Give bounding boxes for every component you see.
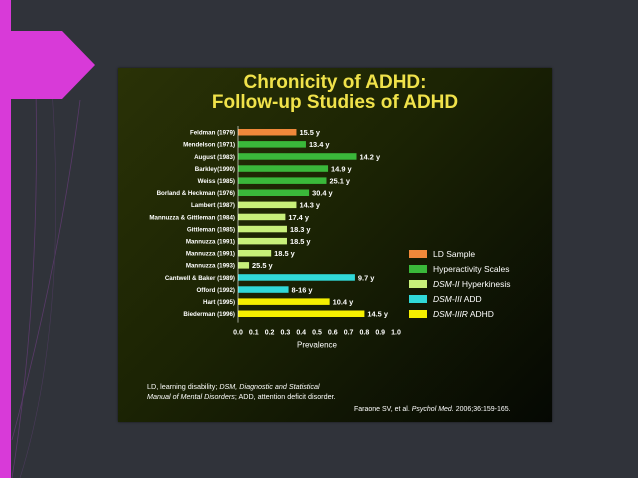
category-label: Gittleman (1985): [187, 226, 235, 233]
slide-title-line2: Follow-up Studies of ADHD: [211, 92, 459, 113]
data-label: 14.2 y: [360, 152, 381, 161]
category-label: Mannuzza (1991): [186, 238, 235, 245]
footnote: LD, learning disability; DSM, Diagnostic…: [147, 382, 336, 401]
data-label: 14.9 y: [331, 164, 352, 173]
slide: Chronicity of ADHD: Follow-up Studies of…: [118, 68, 552, 422]
x-tick-label: 0.0: [233, 330, 243, 337]
x-axis-label: Prevalence: [297, 341, 338, 350]
data-label: 18.3 y: [290, 225, 311, 234]
bar: [238, 177, 327, 184]
accent-bar: [0, 0, 11, 478]
bar: [238, 310, 365, 317]
data-label: 25.1 y: [329, 176, 350, 185]
category-label: Mannuzza (1993): [186, 263, 235, 270]
x-tick-label: 0.7: [344, 330, 354, 337]
bar: [238, 286, 289, 293]
legend-item: Hyperactivity Scales: [409, 262, 549, 276]
legend-label: Hyperactivity Scales: [433, 264, 510, 274]
bar: [238, 213, 286, 221]
bar: [238, 262, 250, 269]
bar: [238, 129, 297, 136]
bar-chart: Feldman (1979) 15.5 y Mendelson (1971) 13.4…: [149, 126, 401, 350]
legend-label: DSM-III ADD: [433, 294, 482, 304]
category-label: Hart (1995): [203, 299, 235, 306]
data-label: 15.5 y: [299, 128, 320, 137]
legend: LD Sample Hyperactivity Scales DSM-II Hype…: [409, 247, 549, 322]
category-label: Lambert (1987): [191, 202, 235, 209]
legend-label: LD Sample: [433, 249, 476, 259]
category-label: Cantwell & Baker (1989): [165, 275, 235, 282]
x-tick-label: 0.2: [265, 330, 275, 337]
legend-item: DSM-III ADD: [409, 292, 549, 306]
x-tick-label: 0.1: [249, 330, 259, 337]
legend-item: DSM-IIIR ADHD: [409, 307, 549, 321]
category-label: Borland & Heckman (1976): [157, 190, 235, 197]
legend-swatch: [409, 265, 427, 273]
bar: [238, 201, 297, 209]
data-label: 8-16 y: [292, 285, 314, 294]
category-label: Feldman (1979): [190, 130, 235, 137]
slide-title-line1: Chronicity of ADHD:: [243, 72, 427, 93]
x-tick-label: 0.3: [281, 330, 291, 337]
category-label: Mendelson (1971): [183, 142, 235, 149]
bar: [238, 250, 272, 257]
bar: [238, 298, 330, 305]
data-label: 25.5 y: [252, 261, 273, 270]
x-tick-label: 0.9: [375, 330, 385, 337]
bar: [238, 225, 287, 233]
data-label: 14.5 y: [367, 310, 388, 319]
legend-label: DSM-IIIR ADHD: [433, 309, 494, 319]
citation: Faraone SV, et al. Psychol Med. 2006;36:…: [354, 406, 511, 413]
category-label: Barkley(1990): [195, 166, 235, 173]
data-label: 17.4 y: [288, 213, 309, 222]
x-tick-label: 0.4: [296, 330, 306, 337]
x-tick-label: 1.0: [391, 330, 401, 337]
legend-swatch: [409, 280, 427, 288]
category-label: August (1983): [194, 154, 235, 161]
bar: [238, 141, 306, 148]
bar: [238, 237, 287, 245]
data-label: 18.5 y: [290, 237, 311, 246]
category-label: Biederman (1996): [183, 311, 235, 318]
bar: [238, 153, 357, 160]
data-label: 10.4 y: [333, 297, 354, 306]
legend-label: DSM-II Hyperkinesis: [433, 279, 511, 289]
x-tick-label: 0.8: [360, 330, 370, 337]
legend-swatch: [409, 310, 427, 318]
x-tick-label: 0.5: [312, 330, 322, 337]
category-label: Weiss (1985): [198, 178, 235, 185]
legend-swatch: [409, 250, 427, 258]
data-label: 9.7 y: [358, 273, 375, 282]
bar: [238, 274, 355, 281]
data-label: 14.3 y: [299, 201, 320, 210]
bar: [238, 189, 310, 196]
bar: [238, 165, 329, 172]
legend-item: DSM-II Hyperkinesis: [409, 277, 549, 291]
decorative-lines: [11, 59, 81, 478]
x-tick-label: 0.6: [328, 330, 338, 337]
category-label: Mannuzza & Gittleman (1984): [149, 214, 235, 221]
category-label: Mannuzza (1991): [186, 251, 235, 258]
legend-swatch: [409, 295, 427, 303]
accent-arrow: [0, 31, 95, 99]
legend-item: LD Sample: [409, 247, 549, 261]
data-label: 13.4 y: [309, 140, 330, 149]
data-label: 30.4 y: [312, 189, 333, 198]
category-label: Offord (1992): [196, 287, 235, 294]
data-label: 18.5 y: [274, 249, 295, 258]
